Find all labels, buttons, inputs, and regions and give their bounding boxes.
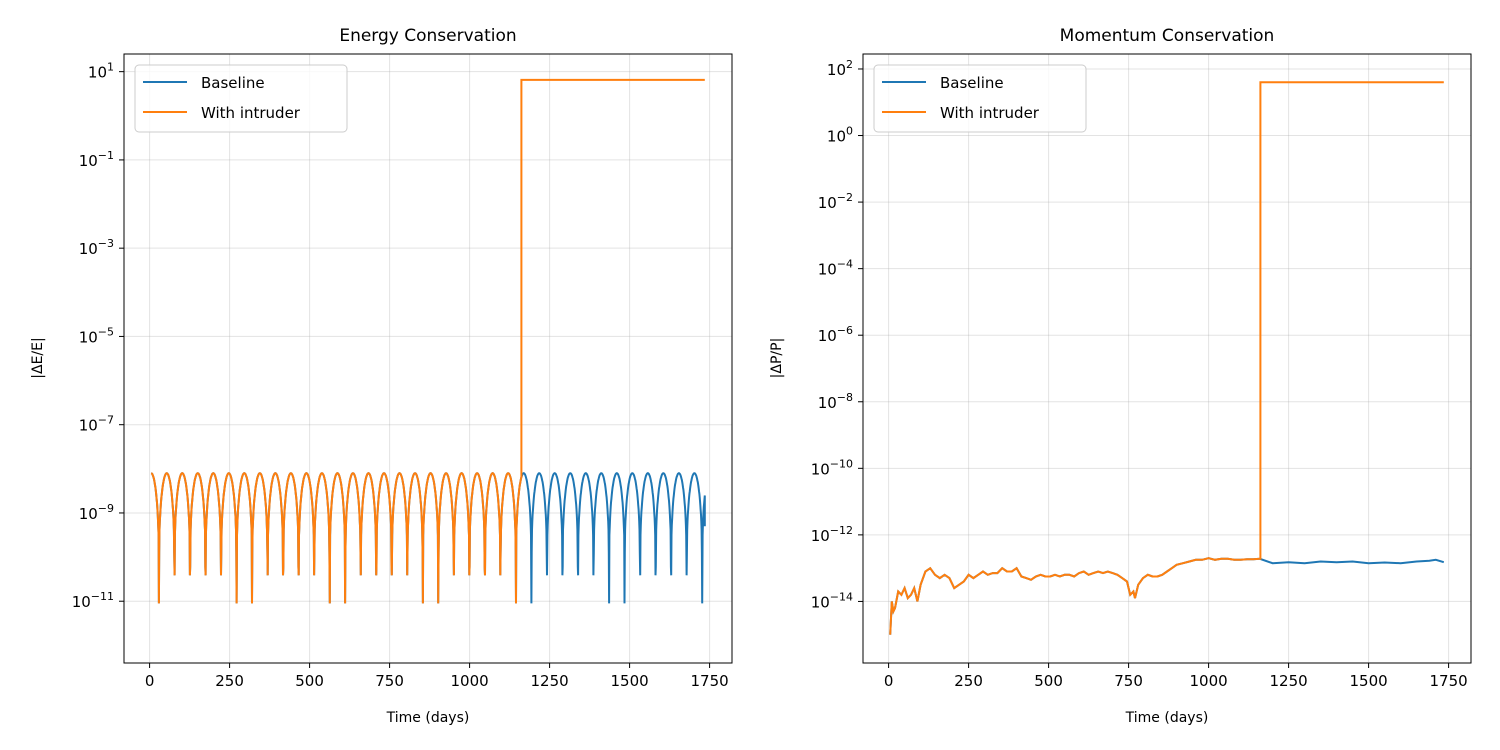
momentum-x-tick-label: 0	[884, 672, 894, 690]
energy-y-tick-label: 10−11	[72, 590, 114, 611]
momentum-legend: Baseline With intruder	[873, 64, 1087, 133]
energy-x-tick-label: 0	[145, 672, 155, 690]
energy-chart-title: Energy Conservation	[339, 26, 516, 46]
momentum-x-tick-label: 1500	[1350, 672, 1388, 690]
momentum-y-tick-label: 10−10	[811, 457, 853, 478]
energy-y-tick-label: 10−1	[79, 149, 114, 170]
momentum-x-tick-label: 250	[954, 672, 983, 690]
momentum-x-tick-label: 1750	[1430, 672, 1468, 690]
momentum-y-tick-label: 10−12	[811, 524, 853, 545]
energy-legend: Baseline With intruder	[134, 64, 348, 133]
energy-legend-label-baseline: Baseline	[201, 74, 265, 92]
energy-chart: Energy Conservation Time (days) |ΔE/E| 0…	[30, 26, 733, 726]
momentum-y-tick-label: 10−4	[818, 258, 853, 279]
momentum-y-tick-label: 10−6	[818, 324, 853, 345]
momentum-legend-box	[873, 64, 1087, 133]
momentum-chart: Momentum Conservation Time (days) |ΔP/P|…	[769, 26, 1472, 726]
momentum-y-tick-label: 10−2	[818, 191, 853, 212]
energy-x-tick-label: 1250	[531, 672, 569, 690]
momentum-plot-frame	[862, 53, 1472, 664]
energy-grid	[124, 54, 732, 663]
energy-x-tick-label: 500	[295, 672, 324, 690]
energy-x-tick-label: 1500	[611, 672, 649, 690]
energy-y-tick-label: 10−5	[79, 325, 114, 346]
momentum-series	[889, 81, 1445, 635]
momentum-chart-title: Momentum Conservation	[1060, 26, 1275, 46]
energy-y-tick-label: 101	[88, 61, 114, 82]
momentum-line-intruder	[889, 81, 1444, 635]
energy-x-axis-label: Time (days)	[386, 710, 470, 726]
momentum-legend-label-baseline: Baseline	[940, 74, 1004, 92]
energy-y-tick-label: 10−7	[79, 414, 114, 435]
momentum-x-tick-label: 1250	[1270, 672, 1308, 690]
energy-x-tick-label: 750	[375, 672, 404, 690]
energy-legend-box	[134, 64, 348, 133]
momentum-y-tick-label: 100	[827, 125, 853, 146]
energy-legend-label-intruder: With intruder	[201, 104, 301, 122]
energy-line-intruder	[150, 78, 705, 604]
energy-y-tick-label: 10−3	[79, 237, 114, 258]
momentum-x-tick-label: 500	[1034, 672, 1063, 690]
energy-x-ticks: 0 250 500 750 1000 1250 1500 1750	[145, 663, 729, 690]
energy-y-ticks: 10−11 10−9 10−7 10−5 10−3 10−1 101	[72, 61, 124, 611]
energy-x-tick-label: 1000	[451, 672, 489, 690]
momentum-legend-label-intruder: With intruder	[940, 104, 1040, 122]
momentum-x-tick-label: 1000	[1190, 672, 1228, 690]
energy-x-tick-label: 1750	[691, 672, 729, 690]
momentum-y-tick-label: 10−8	[818, 391, 853, 412]
energy-y-tick-label: 10−9	[79, 502, 114, 523]
momentum-x-axis-label: Time (days)	[1125, 710, 1209, 726]
energy-plot-frame	[123, 53, 733, 664]
momentum-line-baseline	[889, 557, 1445, 635]
momentum-x-ticks: 0 250 500 750 1000 1250 1500 1750	[884, 663, 1468, 690]
energy-x-tick-label: 250	[215, 672, 244, 690]
momentum-y-axis-label: |ΔP/P|	[769, 338, 785, 379]
momentum-y-tick-label: 10−14	[811, 590, 853, 611]
momentum-x-tick-label: 750	[1114, 672, 1143, 690]
momentum-grid	[863, 54, 1471, 663]
energy-y-axis-label: |ΔE/E|	[30, 337, 46, 378]
momentum-y-ticks: 10−14 10−12 10−10 10−8 10−6 10−4 10−2 100 102	[811, 58, 863, 611]
momentum-y-tick-label: 102	[827, 58, 853, 79]
energy-series	[150, 78, 706, 604]
